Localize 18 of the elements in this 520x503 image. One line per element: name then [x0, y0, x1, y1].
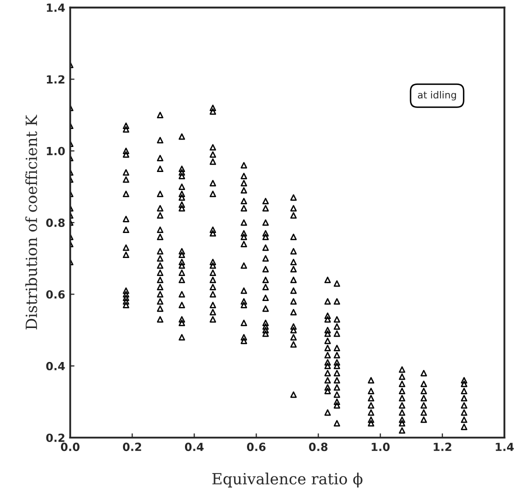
x-tick-label: 0.0	[60, 442, 80, 452]
y-tick-label: 1.4	[46, 4, 65, 12]
x-tick-label: 1.4	[496, 442, 514, 451]
x-axis-title: Equivalence ratio ϕ	[212, 472, 362, 488]
y-tick-label: 1.0	[46, 146, 65, 156]
x-tick-label: 0.6	[246, 442, 266, 452]
y-tick-label: 0.2	[46, 434, 64, 442]
annotation: at idling	[418, 91, 456, 100]
y-axis-title: Distribution of coefficient K	[25, 114, 38, 330]
x-tick-label: 0.8	[309, 442, 328, 452]
y-tick-label: 1.2	[46, 75, 64, 84]
x-tick-label: 1.2	[434, 442, 452, 451]
x-tick-label: 0.4	[184, 442, 204, 452]
x-tick-label: 0.2	[122, 442, 142, 452]
x-tick-label: 1.0	[372, 442, 390, 452]
y-tick-label: 0.6	[46, 290, 65, 299]
y-tick-label: 0.8	[46, 218, 65, 227]
y-tick-label: 0.4	[46, 362, 65, 370]
